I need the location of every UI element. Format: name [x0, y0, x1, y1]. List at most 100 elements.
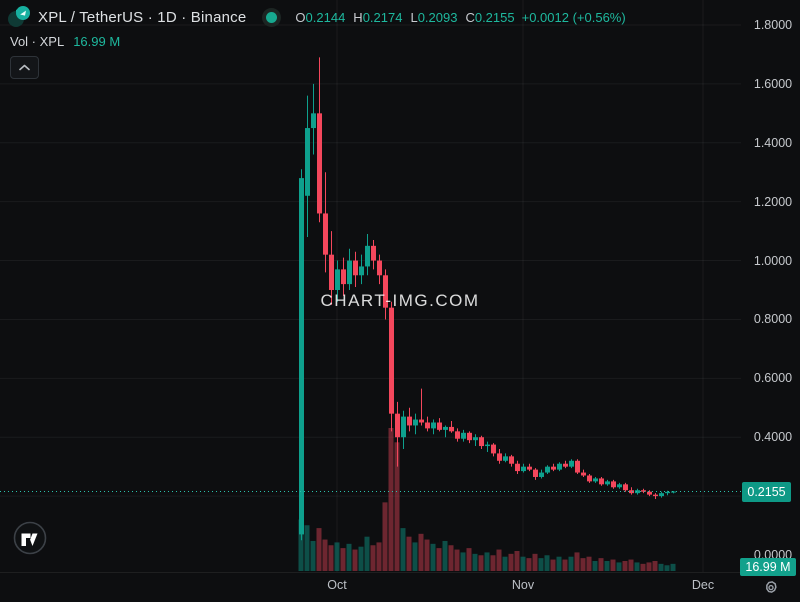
volume-bar [664, 565, 670, 571]
candle-body [419, 419, 424, 423]
volume-bar [616, 562, 622, 571]
candle-body [665, 491, 670, 494]
close-value: 0.2155 [474, 9, 515, 25]
candle-body [605, 481, 610, 485]
volume-bar [322, 539, 328, 571]
volume-legend-row: Vol · XPL 16.99 M [10, 34, 120, 49]
candle-body [383, 275, 388, 308]
volume-bar [556, 556, 562, 571]
chevron-up-icon [19, 64, 30, 71]
volume-bar [382, 502, 388, 571]
collapse-legend-button[interactable] [10, 56, 39, 79]
time-tick-label: Nov [511, 578, 535, 592]
tradingview-logo[interactable] [13, 521, 47, 555]
volume-bar [388, 428, 394, 571]
candle-body [653, 494, 658, 497]
volume-bar [430, 543, 436, 571]
candle-body [503, 456, 508, 461]
volume-bar [628, 559, 634, 571]
volume-bar [508, 553, 514, 571]
candle-body [563, 463, 568, 467]
volume-bar [580, 558, 586, 571]
volume-bar [406, 536, 412, 571]
volume-bar [574, 552, 580, 571]
candle-body [647, 491, 652, 495]
volume-bar [670, 563, 676, 571]
volume-bar [604, 560, 610, 571]
candle-body [593, 478, 598, 482]
volume-bar [484, 552, 490, 571]
symbol-title[interactable]: XPL / TetherUS · 1D · Binance [38, 8, 247, 26]
time-tick-label: Dec [691, 578, 715, 592]
candle-body [587, 475, 592, 482]
volume-bar [316, 528, 322, 571]
price-tick-label: 1.0000 [753, 253, 793, 268]
candle-body [509, 456, 514, 464]
high-value: 0.2174 [362, 9, 403, 25]
low-label: L [410, 9, 418, 25]
tradingview-logo-icon [13, 521, 47, 555]
candle-body [479, 437, 484, 447]
volume-bar [520, 556, 526, 571]
volume-bar [592, 560, 598, 571]
candle-body [569, 460, 574, 467]
volume-bar [352, 549, 358, 571]
candle-body [461, 432, 466, 439]
candle-body [497, 453, 502, 461]
candle-body [305, 128, 310, 196]
candle-body [359, 266, 364, 276]
symbol-logo-icon [8, 6, 30, 27]
time-tick-label: Oct [327, 578, 347, 592]
volume-bar [448, 545, 454, 571]
candle-body [299, 178, 304, 535]
volume-bar [418, 533, 424, 571]
volume-bar [472, 553, 478, 571]
volume-bar [526, 558, 532, 571]
price-tick-label: 1.2000 [753, 194, 793, 209]
candle-body [449, 426, 454, 432]
candle-body [425, 422, 430, 429]
candle-body [389, 307, 394, 414]
volume-bar [436, 548, 442, 571]
candle-body [455, 431, 460, 439]
volume-bar [376, 542, 382, 571]
volume-bar [346, 543, 352, 571]
high-label: H [353, 9, 363, 25]
volume-bar [454, 549, 460, 571]
candle-body [551, 466, 556, 470]
volume-bar [364, 536, 370, 571]
candle-body [533, 469, 538, 477]
candle-body [395, 413, 400, 438]
volume-bar [358, 546, 364, 571]
candle-body [641, 490, 646, 492]
price-scale-settings-button[interactable] [758, 576, 784, 602]
candle-body [629, 490, 634, 494]
candle-body [437, 422, 442, 430]
volume-bar [514, 550, 520, 571]
volume-bar [586, 556, 592, 571]
candle-body [521, 466, 526, 472]
price-tick-label: 1.4000 [753, 135, 793, 150]
volume-bar [490, 555, 496, 571]
volume-bar [610, 559, 616, 571]
volume-bar [478, 555, 484, 571]
candle-body [557, 463, 562, 470]
volume-bar [400, 528, 406, 571]
candle-body [353, 260, 358, 276]
volume-bar [424, 539, 430, 571]
volume-bar [412, 542, 418, 571]
volume-bar [550, 559, 556, 571]
volume-bar [634, 562, 640, 571]
change-value: +0.0012 (+0.56%) [521, 9, 626, 25]
market-status-chip[interactable] [262, 7, 282, 27]
candle-body [539, 472, 544, 477]
candle-body [611, 481, 616, 488]
volume-bar [370, 545, 376, 571]
price-tick-label: 0.4000 [753, 430, 793, 445]
price-tick-label: 0.8000 [753, 312, 793, 327]
volume-bar [658, 563, 664, 571]
volume-bar [298, 519, 304, 571]
candle-body [659, 493, 664, 497]
